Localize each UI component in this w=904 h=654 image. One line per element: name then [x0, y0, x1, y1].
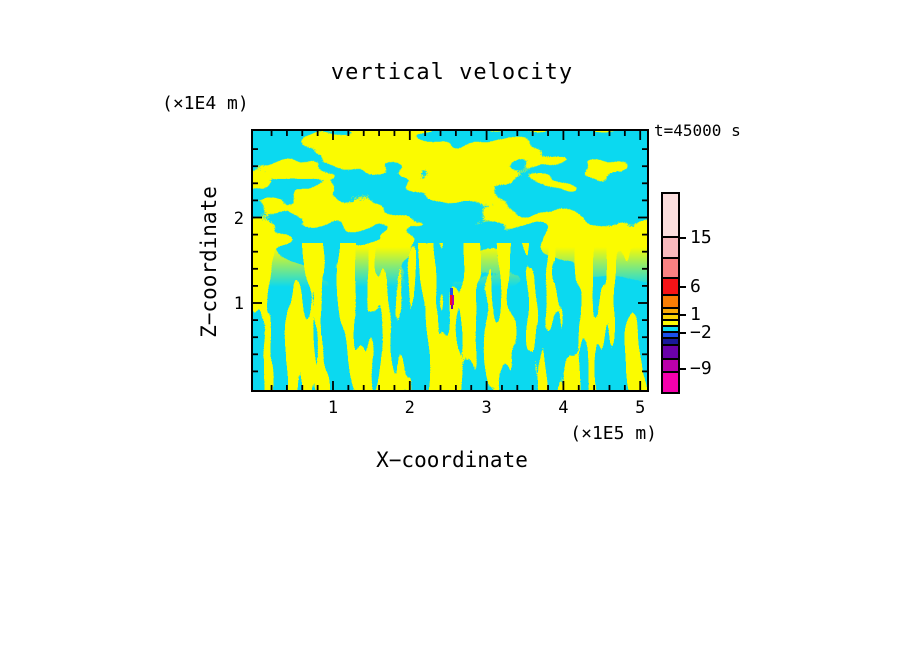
z-tick-label-1: 1 — [233, 294, 244, 314]
time-annotation: t=45000 s — [654, 121, 741, 140]
colorbar-segment-dark-magenta — [663, 360, 678, 373]
colorbar-segment-orange — [663, 296, 678, 309]
colorbar-segment-salmon — [663, 259, 678, 279]
colorbar-segment-magenta — [663, 373, 678, 392]
colorbar-tick — [680, 237, 686, 239]
x-axis-title: X−coordinate — [376, 448, 528, 472]
colorbar-tick — [680, 332, 686, 334]
colorbar-segment-red — [663, 279, 678, 296]
velocity-field-heatmap — [253, 131, 647, 390]
z-axis-unit-label: (×1E4 m) — [162, 93, 249, 114]
extreme-value-streak — [450, 288, 454, 309]
x-axis-unit-label: (×1E5 m) — [570, 423, 657, 444]
field-vertical-plumes — [253, 243, 647, 390]
colorbar-tick — [680, 314, 686, 316]
colorbar-segment-purple — [663, 346, 678, 360]
colorbar-segment-pale-pink — [663, 194, 678, 238]
x-tick-label-1: 1 — [327, 398, 339, 418]
z-tick-label-2: 2 — [233, 209, 244, 229]
colorbar-segment-cyan — [663, 327, 678, 333]
colorbar-tick — [680, 286, 686, 288]
colorbar-segment-gold — [663, 309, 678, 315]
x-tick-label-4: 4 — [558, 398, 569, 418]
colorbar-label-−2: −2 — [690, 322, 712, 343]
plot-area — [251, 129, 649, 392]
z-axis-title: Z−coordinate — [197, 186, 221, 338]
x-tick-label-3: 3 — [481, 398, 492, 418]
axis-ticks — [253, 131, 647, 390]
x-tick-label-2: 2 — [404, 398, 415, 418]
colorbar-label-6: 6 — [690, 276, 701, 297]
colorbar-label-1: 1 — [690, 304, 701, 325]
x-tick-label-5: 5 — [635, 398, 646, 418]
colorbar-segment-navy — [663, 339, 678, 346]
colorbar-segment-yellow — [663, 321, 678, 327]
plot-title: vertical velocity — [330, 60, 574, 85]
colorbar — [661, 192, 680, 394]
colorbar-tick — [680, 368, 686, 370]
colorbar-label-−9: −9 — [690, 358, 712, 379]
colorbar-label-15: 15 — [690, 227, 712, 248]
colorbar-segment-amber — [663, 315, 678, 321]
colorbar-segment-blue — [663, 333, 678, 339]
colorbar-segment-pink — [663, 238, 678, 259]
